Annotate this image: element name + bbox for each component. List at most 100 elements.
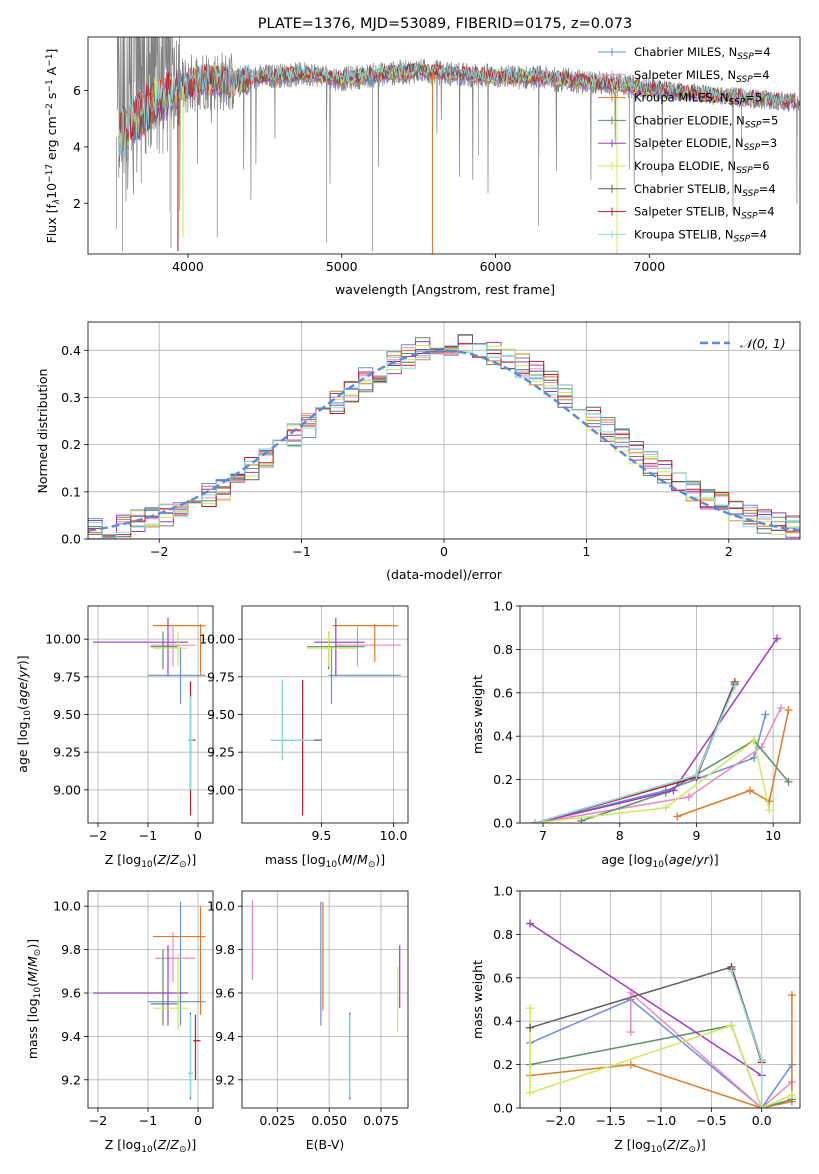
label-part: Salpeter ELODIE, N xyxy=(634,136,744,150)
label-part: ] xyxy=(44,49,59,54)
y-axis-label: age [log10(age/yr)] xyxy=(15,655,33,772)
label-part: Salpeter MILES, N xyxy=(634,68,736,82)
series-point xyxy=(765,805,774,814)
label-part: age [log xyxy=(15,721,30,772)
gridlines xyxy=(520,605,800,824)
y-tick-label: 0.0 xyxy=(493,1101,513,1116)
legend-entry: Kroupa ELODIE, NSSP=6 xyxy=(634,159,770,176)
series-point xyxy=(526,919,535,928)
label-part: / xyxy=(676,1137,681,1152)
series-point xyxy=(727,967,736,976)
y-tick-label: 0.0 xyxy=(61,532,81,547)
plot-area xyxy=(531,634,793,823)
y-tick-label: 10.00 xyxy=(199,632,235,647)
label-part: 10 xyxy=(651,1145,663,1155)
series-point xyxy=(757,1104,766,1108)
x-tick-label: 9 xyxy=(692,828,700,843)
axes-frame xyxy=(87,605,214,824)
y-tick-label: 9.00 xyxy=(53,782,81,797)
axes-frame xyxy=(519,890,801,1109)
series-salpeter-elodie xyxy=(526,919,766,1080)
series-point xyxy=(669,786,678,795)
x-tick-label: 0 xyxy=(194,1113,202,1128)
x-tick-label: −1.0 xyxy=(646,1113,676,1128)
label-part: Z xyxy=(169,852,179,867)
y-tick-label: 2 xyxy=(73,196,81,211)
y-tick-label: 9.4 xyxy=(61,1029,81,1044)
x-axis-label: (data-model)/error xyxy=(386,567,503,582)
label-part: )] xyxy=(709,852,719,867)
label-part: =4 xyxy=(753,68,770,82)
errorbar-salpeter-miles xyxy=(155,932,196,983)
x-tick-label: 0.075 xyxy=(363,1113,399,1128)
label-part: )] xyxy=(25,939,40,949)
ticks: 4000 5000 6000 7000 2 4 6 xyxy=(73,83,665,274)
gridlines xyxy=(242,606,408,823)
ticks: −2.0 −1.5 −1.0 −0.5 0.0 0.0 0.2 0.4 0.6 0.8 1.0 xyxy=(493,884,772,1129)
label-part: ( xyxy=(662,1137,667,1152)
series-point xyxy=(684,792,693,801)
label-part: / xyxy=(166,1137,171,1152)
label-part: / xyxy=(25,966,40,971)
label-part: / xyxy=(692,852,697,867)
y-axis-label: mass [log10(M/M⊙)] xyxy=(25,939,43,1059)
plot-area xyxy=(526,919,796,1108)
label-part: age [log xyxy=(601,852,652,867)
series-chabrier-stelib xyxy=(531,677,739,823)
label-part: SSP xyxy=(742,188,759,198)
series-line xyxy=(677,710,790,818)
y-tick-label: 0.1 xyxy=(61,484,81,499)
series-line xyxy=(529,922,763,1077)
x-axis-label: Z [log10(Z/Z⊙)] xyxy=(105,852,197,870)
errorbar-salpeter-elodie xyxy=(314,618,365,676)
plot-area xyxy=(88,334,800,539)
x-tick-label: 5000 xyxy=(326,259,358,274)
errorbar-kroupa-elodie xyxy=(306,631,358,667)
label-part: =3 xyxy=(760,136,777,150)
y-tick-label: 9.8 xyxy=(215,942,235,957)
x-tick-label: 0.050 xyxy=(311,1113,347,1128)
label-part: Kroupa ELODIE, N xyxy=(634,159,736,173)
label-part: )] xyxy=(15,655,30,665)
label-part: A xyxy=(44,66,59,79)
y-tick-label: 0.3 xyxy=(61,390,81,405)
y-tick-label: 0.8 xyxy=(493,642,513,657)
legend-entry: Chabrier MILES, NSSP=4 xyxy=(634,45,771,62)
label-part: / xyxy=(166,852,171,867)
errorbar-chabrier-stelib xyxy=(270,679,322,760)
label-part: Salpeter STELIB, N xyxy=(634,205,741,219)
label-part: SSP xyxy=(734,234,751,244)
label-part: M xyxy=(25,956,40,967)
label-part: SSP xyxy=(745,120,762,130)
ticks: 0.025 0.050 0.075 9.2 9.4 9.6 9.8 10.0 xyxy=(207,899,399,1128)
y-axis-label: Flux [fλ10−17 erg cm−2 s−1 A−1] xyxy=(44,49,62,244)
axes-frame xyxy=(241,605,409,824)
y-tick-label: 9.50 xyxy=(207,707,235,722)
y-tick-label: 10.0 xyxy=(207,899,235,914)
series-point xyxy=(626,1060,635,1069)
series-point xyxy=(526,1088,535,1097)
errorbar-chabrier-miles xyxy=(148,646,206,704)
label-part: s xyxy=(44,93,59,104)
label-part: ⊙ xyxy=(368,860,376,870)
label-part: erg cm xyxy=(44,116,59,164)
label-part: =6 xyxy=(753,159,770,173)
series-line xyxy=(535,681,736,823)
legend: Chabrier MILES, NSSP=4 Salpeter MILES, N S… xyxy=(598,45,778,244)
x-tick-label: 1 xyxy=(582,544,590,559)
series-line xyxy=(535,638,778,823)
y-tick-label: 0.4 xyxy=(61,343,81,358)
chart-title: PLATE=1376, MJD=53089, FIBERID=0175, z=0… xyxy=(258,16,632,32)
y-tick-label: 6 xyxy=(73,83,81,98)
errorbar-salpeter-stelib xyxy=(193,1014,201,1080)
label-part: mass [log xyxy=(25,998,40,1059)
x-tick-label: 2 xyxy=(725,544,733,559)
errorbar-kroupa-elodie xyxy=(153,631,188,667)
series-line xyxy=(530,995,793,1108)
y-tick-label: 9.75 xyxy=(207,669,235,684)
y-tick-label: 0.0 xyxy=(493,816,513,831)
y-tick-label: 9.4 xyxy=(215,1029,235,1044)
y-axis-label: mass weight xyxy=(470,675,485,754)
label-part: =4 xyxy=(759,182,776,196)
legend: 𝒩(0, 1) xyxy=(700,336,786,351)
